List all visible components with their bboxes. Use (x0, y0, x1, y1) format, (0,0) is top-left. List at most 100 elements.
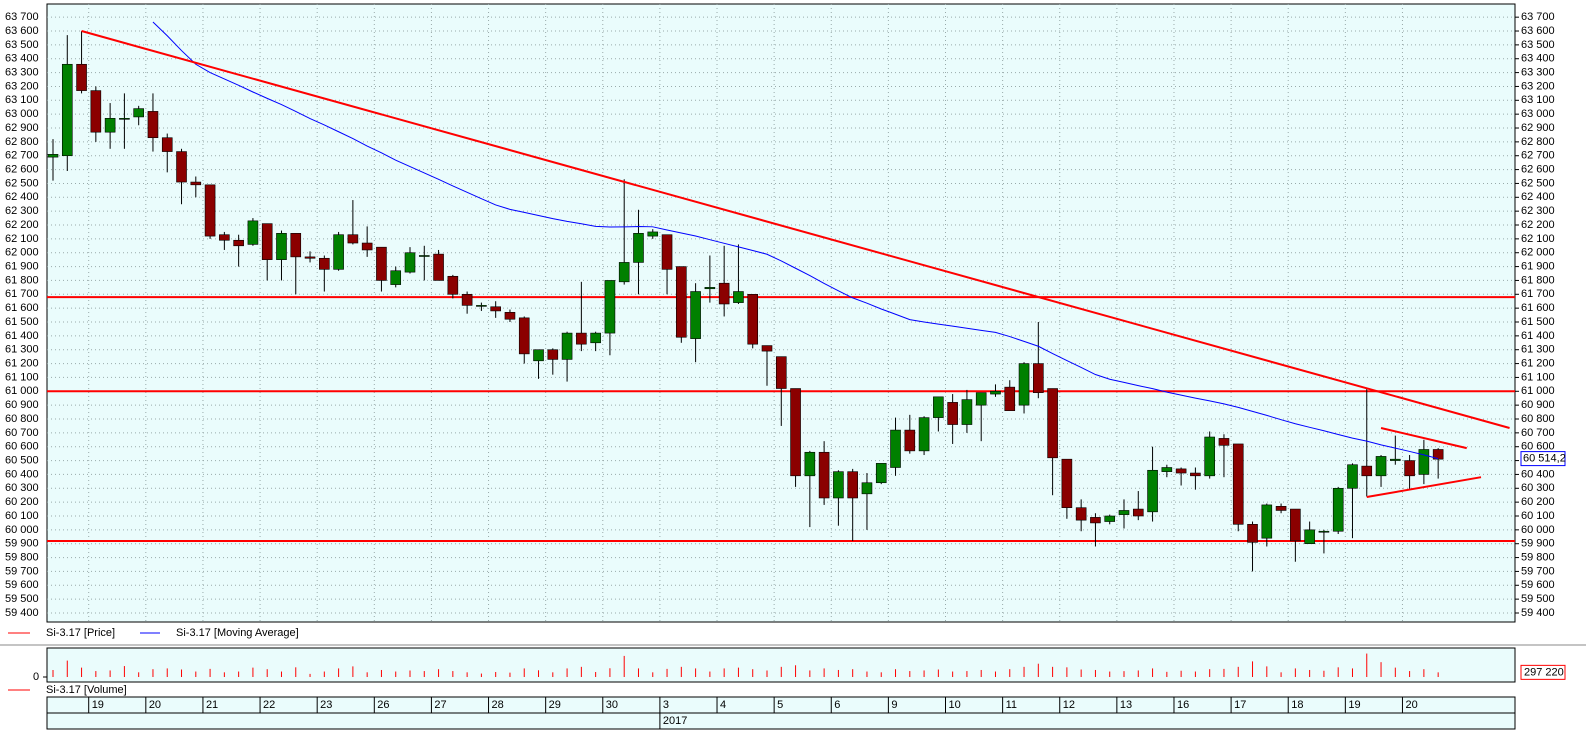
y-tick-label: 63 300 (1521, 66, 1555, 78)
trend-line (1366, 476, 1482, 498)
candle-body (1104, 515, 1116, 522)
candle-body (733, 291, 744, 303)
y-tick-label: 59 500 (1521, 593, 1555, 605)
moving-average-line (152, 21, 1439, 460)
year-axis (46, 712, 1516, 730)
y-tick-label: 60 600 (1521, 441, 1555, 453)
y-tick-label: 61 300 (1521, 344, 1555, 356)
y-tick-label: 62 300 (5, 205, 39, 217)
y-tick-label: 60 600 (5, 441, 39, 453)
x-tick-label: 6 (834, 699, 840, 711)
candle-body (1304, 529, 1315, 545)
candle-body (1332, 487, 1344, 532)
y-tick-label: 59 800 (5, 551, 39, 563)
candle-body (990, 390, 1001, 395)
candle-body (104, 118, 116, 133)
y-tick-label: 62 500 (1521, 177, 1555, 189)
candle-body (1318, 530, 1330, 533)
y-tick-label: 61 400 (1521, 330, 1555, 342)
candle-body (676, 266, 687, 338)
x-tick-label: 4 (720, 699, 726, 711)
candle-body (204, 184, 216, 237)
y-tick-label: 59 500 (5, 593, 39, 605)
candle-body (561, 332, 573, 360)
candle-body (1261, 504, 1273, 539)
x-tick-label: 19 (92, 699, 104, 711)
x-tick-label: 3 (663, 699, 669, 711)
x-tick-label: 5 (777, 699, 783, 711)
candle-body (533, 349, 544, 362)
candle-body (947, 402, 958, 425)
y-tick-label: 63 500 (1521, 39, 1555, 51)
candle-body (190, 181, 202, 186)
y-tick-label: 63 600 (1521, 25, 1555, 37)
y-tick-label: 62 200 (5, 219, 39, 231)
candle-body (376, 246, 387, 281)
candle-body (1390, 458, 1401, 461)
candle-body (61, 63, 73, 157)
y-tick-label: 60 700 (5, 427, 39, 439)
y-tick-label: 61 500 (1521, 316, 1555, 328)
y-tick-label: 0 (33, 671, 39, 683)
x-tick-label: 19 (1348, 699, 1360, 711)
y-tick-label: 59 900 (5, 538, 39, 550)
y-tick-label: 60 100 (1521, 510, 1555, 522)
y-tick-label: 63 300 (5, 66, 39, 78)
candle-body (447, 275, 459, 295)
y-tick-label: 62 600 (1521, 163, 1555, 175)
y-tick-label: 60 400 (1521, 468, 1555, 480)
candle-body (161, 137, 173, 152)
y-tick-label: 61 000 (1521, 385, 1555, 397)
x-tick-label: 29 (549, 699, 561, 711)
y-tick-label: 62 200 (1521, 219, 1555, 231)
y-tick-label: 61 100 (5, 371, 39, 383)
candle-body (247, 220, 259, 245)
candle-body (847, 471, 858, 499)
candle-body (90, 90, 102, 133)
y-tick-label: 63 000 (1521, 108, 1555, 120)
x-tick-label: 20 (149, 699, 161, 711)
y-tick-label: 59 700 (5, 565, 39, 577)
candle-body (1247, 524, 1258, 543)
y-tick-label: 62 800 (1521, 136, 1555, 148)
x-tick-label: 13 (1120, 699, 1132, 711)
y-tick-label: 60 900 (5, 399, 39, 411)
candle-body (47, 154, 59, 158)
x-tick-label: 18 (1291, 699, 1303, 711)
y-tick-label: 61 700 (1521, 288, 1555, 300)
y-tick-label: 61 000 (5, 385, 39, 397)
y-tick-label: 60 300 (1521, 482, 1555, 494)
candle-body (433, 253, 444, 281)
y-tick-label: 60 700 (1521, 427, 1555, 439)
candle-body (461, 293, 473, 306)
candle-body (276, 233, 287, 260)
y-tick-label: 63 400 (5, 53, 39, 65)
candle-body (119, 118, 130, 120)
year-label: 2017 (663, 715, 687, 727)
y-tick-label: 61 700 (5, 288, 39, 300)
y-tick-label: 62 100 (5, 233, 39, 245)
y-tick-label: 61 200 (5, 357, 39, 369)
candle-body (1061, 458, 1073, 508)
candle-body (290, 233, 302, 258)
y-tick-label: 60 800 (5, 413, 39, 425)
candle-body (1047, 388, 1058, 459)
candle-body (604, 280, 616, 334)
y-tick-label: 62 900 (5, 122, 39, 134)
y-tick-label: 60 100 (5, 510, 39, 522)
candle-body (761, 345, 773, 352)
legend-label: Si-3.17 [Price] (46, 627, 115, 639)
y-tick-label: 60 000 (5, 524, 39, 536)
candle-body (490, 306, 501, 312)
y-tick-label: 63 200 (1521, 80, 1555, 92)
y-tick-label: 62 500 (5, 177, 39, 189)
y-tick-label: 63 100 (5, 94, 39, 106)
candle-body (747, 293, 759, 345)
y-tick-label: 62 300 (1521, 205, 1555, 217)
y-tick-label: 61 500 (5, 316, 39, 328)
candle-body (618, 262, 630, 283)
candle-body (418, 255, 430, 257)
candle-body (147, 111, 159, 139)
candle-body (1432, 449, 1444, 460)
